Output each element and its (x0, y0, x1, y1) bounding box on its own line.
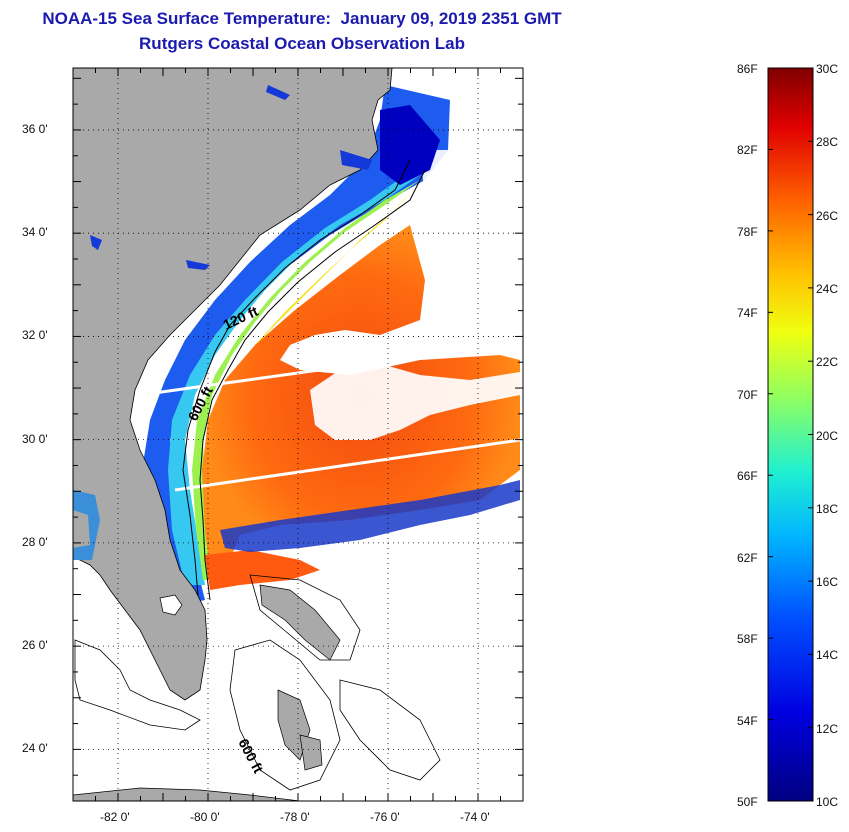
latitude-label: 24 0' (22, 741, 48, 756)
colorbar-c-label: 10C (816, 795, 839, 809)
scan-gap-line (174, 438, 521, 492)
colorbar-f-label: 66F (737, 469, 758, 484)
pamlico-cold-water (380, 105, 440, 185)
inland-water (186, 260, 210, 270)
latitude-label: 26 0' (22, 638, 48, 653)
gulf-stream-south-water (205, 550, 320, 590)
map-ticks (72, 68, 524, 802)
longitude-label: -76 0' (370, 810, 400, 824)
sst-field (73, 68, 521, 801)
colorbar-c-label: 16C (816, 575, 839, 590)
sst-colorbar (767, 67, 814, 802)
colorbar-c-label: 22C (816, 355, 839, 370)
scan-gap-line (139, 340, 521, 397)
bahamas-contour (229, 639, 341, 791)
isobath-600ft (199, 169, 426, 601)
latitude-label: 28 0' (22, 534, 48, 549)
colorbar-f-label: 58F (737, 632, 758, 647)
colorbar-c-label: 26C (816, 208, 839, 223)
latitude-label: 30 0' (22, 431, 48, 446)
latitude-label: 36 0' (22, 121, 48, 136)
lake-okeechobee (159, 594, 183, 616)
colorbar-c-label: 14C (816, 648, 839, 663)
map-gridlines (73, 68, 523, 801)
land-gulf-coast (73, 510, 90, 548)
land-us-southeast (73, 68, 393, 701)
inland-water (266, 85, 290, 100)
florida-keys-contour (74, 639, 201, 731)
colorbar-c-label: 24C (816, 281, 839, 296)
colorbar-c-label: 18C (816, 501, 839, 516)
colorbar-ticks (768, 67, 813, 802)
longitude-label: -82 0' (100, 810, 130, 824)
colorbar-f-label: 86F (737, 62, 758, 76)
colorbar-f-label: 54F (737, 713, 758, 728)
inland-water (340, 150, 372, 170)
map-subtitle: Rutgers Coastal Ocean Observation Lab (139, 34, 465, 53)
cuba-coast (73, 787, 301, 801)
longitude-label: -80 0' (190, 810, 220, 824)
cold-ragged-edge (220, 480, 520, 552)
colorbar-f-label: 70F (737, 387, 758, 402)
inland-water (90, 235, 102, 250)
colorbar-c-label: 20C (816, 428, 839, 443)
bahamas-contour (249, 574, 361, 661)
cloud-swirl (310, 365, 520, 440)
colorbar-c-label: 12C (816, 721, 839, 736)
latitude-label: 34 0' (22, 225, 48, 240)
colorbar-f-label: 74F (737, 306, 758, 321)
mid-shelf-water (168, 140, 430, 585)
colorbar-c-label: 28C (816, 135, 839, 150)
map-title: NOAA-15 Sea Surface Temperature: January… (42, 9, 562, 28)
colorbar-f-label: 62F (737, 550, 758, 565)
bahamas-contour (339, 679, 441, 781)
colorbar-c-label: 30C (816, 62, 839, 76)
latitude-label: 32 0' (22, 328, 48, 343)
colorbar-f-label: 82F (737, 143, 758, 158)
longitude-label: -78 0' (280, 810, 310, 824)
bahamas-bank (299, 734, 323, 771)
cloud-patches-east (420, 150, 520, 300)
colorbar-f-label: 50F (737, 795, 758, 809)
colorbar-f-label: 78F (737, 224, 758, 239)
isobath-120ft (182, 159, 411, 596)
longitude-label: -74 0' (460, 810, 490, 824)
